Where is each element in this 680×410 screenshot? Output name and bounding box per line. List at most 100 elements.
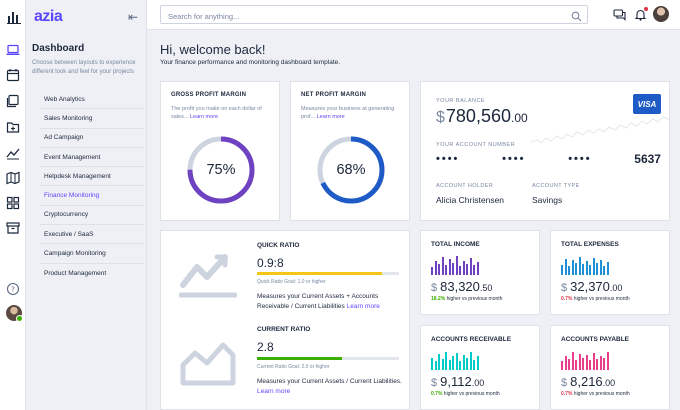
user-avatar[interactable] (6, 305, 23, 322)
layers-icon[interactable] (6, 94, 20, 108)
folder-icon[interactable] (6, 120, 20, 134)
accounts-payable-card: Accounts Payable $ 8,216 .00 0.7% higher… (550, 325, 670, 410)
balance-currency: $ (436, 109, 445, 126)
expenses-bar-2 (568, 266, 570, 275)
profile-avatar[interactable] (653, 6, 669, 22)
total-income-change-text: higher vs previous month (445, 296, 503, 302)
payable-bar-11 (599, 356, 602, 370)
current-learn-more-link[interactable]: Learn more (257, 388, 291, 395)
receivable-bar-11 (469, 352, 472, 370)
sidebar-item-web-analytics[interactable]: Web Analytics (40, 90, 144, 110)
income-bar-5 (448, 259, 451, 275)
balance-label: Your Balance (436, 98, 486, 104)
receivable-bar-6 (452, 356, 454, 370)
accounts-receivable-title: Accounts Receivable (431, 336, 512, 343)
account-type-label: Account Type (532, 183, 580, 189)
receivable-bar-12 (473, 360, 475, 370)
payable-bar-10 (596, 359, 598, 370)
accounts-payable-value: 8,216 (570, 374, 603, 389)
net-profit-donut (317, 136, 385, 204)
calendar-icon[interactable] (6, 68, 20, 82)
income-bar-4 (445, 265, 447, 275)
income-bar-6 (452, 263, 454, 275)
trend-up-icon (179, 254, 237, 298)
sidebar-item-sales-monitoring[interactable]: Sales Monitoring (40, 109, 144, 129)
payable-bar-6 (582, 358, 584, 370)
total-expenses-change: 0.7% higher vs previous month (561, 296, 630, 302)
search-icon[interactable] (571, 9, 582, 22)
sidebar-item-executive-saas[interactable]: Executive / SaaS (40, 225, 144, 245)
accounts-receivable-value: 9,112 (440, 374, 472, 389)
total-expenses-title: Total Expenses (561, 241, 619, 248)
laptop-icon[interactable] (6, 43, 20, 57)
collapse-left-icon[interactable]: ⇤ (128, 10, 139, 24)
sidebar-item-product-management[interactable]: Product Management (44, 269, 107, 277)
chat-icon[interactable] (613, 8, 626, 21)
quick-ratio-title: Quick Ratio (257, 242, 300, 249)
gross-learn-more-link[interactable]: Learn more (189, 114, 219, 120)
current-ratio-fill (257, 357, 343, 360)
receivable-bar-4 (445, 352, 447, 370)
sidebar-item-finance-monitoring[interactable]: Finance Monitoring (40, 186, 144, 206)
total-expenses-change-text: higher vs previous month (572, 296, 630, 302)
gross-profit-donut (187, 136, 255, 204)
grid-icon[interactable] (6, 196, 20, 210)
map-icon[interactable] (6, 171, 20, 185)
net-profit-value: 68% (336, 162, 366, 178)
total-expenses-amount: $ 32,370 .00 (561, 279, 622, 294)
receivable-bar-5 (448, 360, 451, 370)
accounts-payable-title: Accounts Payable (561, 336, 630, 343)
receivable-bar-13 (476, 356, 479, 370)
balance-decimals: .00 (510, 111, 528, 125)
receivable-bar-2 (438, 354, 440, 370)
account-number: •••• •••• •••• 5637 (436, 152, 661, 166)
expenses-bar-10 (596, 263, 598, 275)
sidebar-item-cryptocurrency[interactable]: Cryptocurrency (40, 206, 144, 226)
chart-line-icon[interactable] (6, 146, 20, 160)
accounts-receivable-change: 0.7% higher vs previous month (431, 391, 500, 397)
total-income-amount: $ 83,320 .50 (431, 279, 492, 294)
search-input[interactable] (161, 8, 561, 25)
quick-ratio-fill (257, 272, 382, 275)
expenses-bar-7 (585, 261, 588, 275)
total-expenses-bars (561, 255, 609, 275)
sidebar-item-event-management[interactable]: Event Management (40, 148, 144, 168)
receivable-bar-9 (462, 355, 465, 370)
accounts-payable-change-value: 0.7% (561, 391, 573, 397)
sidebar-item-helpdesk-management[interactable]: Helpdesk Management (40, 167, 144, 187)
expenses-bar-8 (589, 265, 591, 275)
help-icon[interactable]: ? (6, 282, 20, 296)
total-income-currency: $ (431, 282, 438, 294)
expenses-bar-12 (603, 266, 605, 275)
total-income-change: 18.2% higher vs previous month (431, 296, 502, 302)
receivable-bar-10 (466, 358, 468, 370)
sidebar-description: Choose between layouts to experience dif… (32, 60, 136, 75)
account-dots-3: •••• (568, 153, 592, 165)
sidebar-menu: Web Analytics Sales Monitoring Ad Campai… (40, 90, 144, 283)
sidebar-item-campaign-monitoring[interactable]: Campaign Monitoring (40, 244, 144, 264)
sidebar-item-ad-campaign[interactable]: Ad Campaign (40, 129, 144, 148)
quick-learn-more-link[interactable]: Learn more (346, 303, 380, 310)
income-bar-12 (473, 265, 475, 275)
account-type-value: Savings (532, 195, 563, 205)
receivable-bar-7 (455, 353, 458, 370)
net-learn-more-link[interactable]: Learn more (316, 114, 345, 120)
accounts-payable-currency: $ (561, 377, 568, 389)
income-bar-7 (455, 256, 458, 275)
chart-bar-icon[interactable] (7, 10, 21, 24)
accounts-receivable-change-text: higher vs previous month (442, 391, 500, 397)
accounts-payable-change-text: higher vs previous month (572, 391, 630, 397)
current-ratio-desc-text: Measures your Current Assets / Current L… (257, 378, 402, 385)
expenses-bar-0 (561, 265, 563, 275)
total-expenses-card: Total Expenses $ 32,370 .00 0.7% higher … (550, 230, 670, 315)
balance-card: Your Balance $ 780,560 .00 VISA Your Acc… (420, 81, 671, 221)
gross-profit-card: Gross Profit Margin The profit you make … (160, 81, 280, 221)
income-bar-1 (434, 261, 437, 275)
gross-profit-desc: The profit you make on each dollar of sa… (171, 105, 269, 121)
accounts-receivable-decimals: .00 (471, 378, 485, 388)
archive-icon[interactable] (6, 221, 20, 235)
quick-ratio-bar (257, 272, 399, 275)
net-profit-desc-text: Measures your business at generating pro… (301, 106, 395, 120)
app-logo[interactable]: azia (34, 8, 63, 25)
bell-icon[interactable] (634, 7, 648, 21)
